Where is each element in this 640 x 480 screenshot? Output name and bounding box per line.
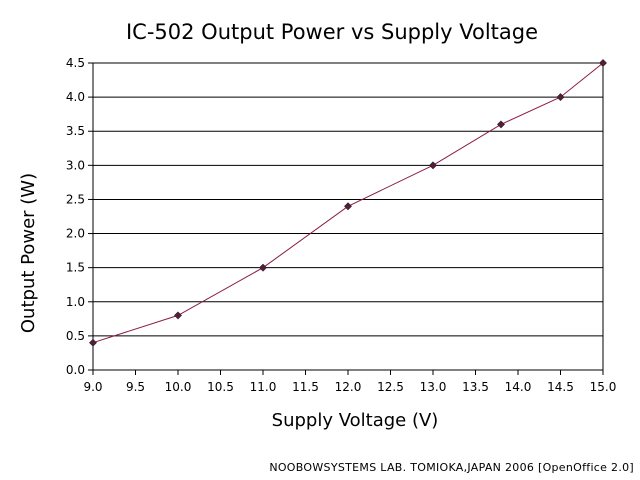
data-point <box>599 59 607 67</box>
data-point <box>497 120 505 129</box>
x-tick-label: 14.0 <box>505 380 532 394</box>
plot-area <box>92 62 604 371</box>
series-line <box>92 62 604 344</box>
x-tick-label: 14.5 <box>547 380 574 394</box>
y-tick-label: 4.0 <box>66 90 85 104</box>
y-tick-label: 0.5 <box>66 329 85 343</box>
x-tick-label: 13.0 <box>420 380 447 394</box>
x-tick-label: 12.5 <box>377 380 404 394</box>
x-tick-label: 10.0 <box>165 380 192 394</box>
x-tick-label: 12.0 <box>335 380 362 394</box>
y-tick-label: 1.5 <box>66 261 85 275</box>
data-series <box>89 59 607 347</box>
x-tick-label: 9.5 <box>126 380 145 394</box>
data-point <box>429 161 437 170</box>
y-tick-label: 1.0 <box>66 295 85 309</box>
data-point <box>259 263 267 272</box>
data-point <box>556 93 565 102</box>
x-tick-label: 10.5 <box>207 380 234 394</box>
credit-text: NOOBOWSYSTEMS LAB. TOMIOKA,JAPAN 2006 [O… <box>269 461 634 474</box>
gridlines <box>93 62 603 371</box>
x-tick-label: 13.5 <box>462 380 489 394</box>
y-tick-label: 3.0 <box>66 158 85 172</box>
y-tick-label: 4.5 <box>66 56 85 70</box>
y-axis-ticks: 0.0 0.5 1.0 1.5 2.0 2.5 3.0 3.5 4.0 4.5 <box>66 56 93 377</box>
data-point <box>89 338 97 347</box>
y-axis-title: Output Power (W) <box>18 173 39 333</box>
x-tick-label: 11.5 <box>292 380 319 394</box>
data-point <box>344 202 352 211</box>
y-tick-label: 2.5 <box>66 192 85 206</box>
x-tick-label: 15.0 <box>590 380 617 394</box>
chart-title: IC-502 Output Power vs Supply Voltage <box>126 20 538 44</box>
y-tick-label: 3.5 <box>66 124 85 138</box>
data-point <box>174 311 182 320</box>
x-tick-label: 9.0 <box>83 380 102 394</box>
y-tick-label: 2.0 <box>66 227 85 241</box>
x-tick-label: 11.0 <box>250 380 277 394</box>
y-tick-label: 0.0 <box>66 363 85 377</box>
x-axis-title: Supply Voltage (V) <box>272 410 439 431</box>
x-axis-ticks: 9.0 9.5 10.0 10.5 11.0 11.5 12.0 12.5 13.0 13.5 14… <box>83 370 616 394</box>
